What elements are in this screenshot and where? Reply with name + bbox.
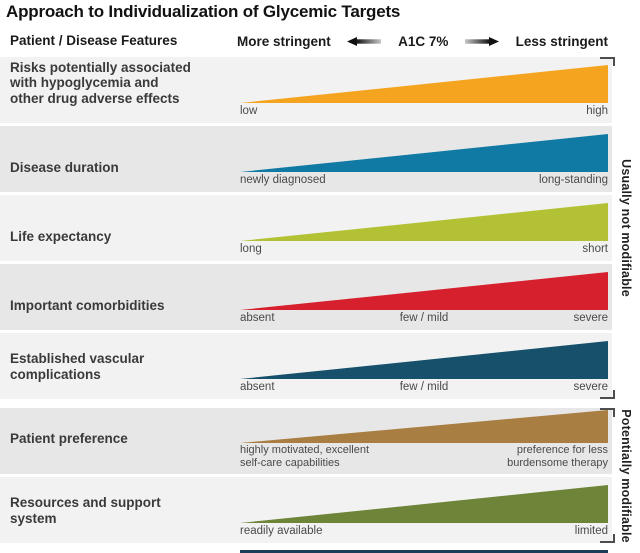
- scale-label-mid: few / mild: [399, 381, 449, 394]
- feature-row: Life expectancy long short: [0, 195, 612, 261]
- feature-label: Life expectancy: [10, 228, 112, 244]
- severity-triangle: [240, 410, 608, 443]
- severity-triangle: [240, 134, 608, 172]
- bracket-top-icon: [600, 57, 615, 66]
- scale-label-right: preference for less burdensome therapy: [507, 444, 608, 470]
- feature-row: Risks potentially associated with hypogl…: [0, 57, 612, 123]
- group-potentially-modifiable: Potentially modifiable: [600, 408, 640, 543]
- feature-label: Disease duration: [10, 159, 119, 175]
- feature-row: Disease duration newly diagnosed long-st…: [0, 126, 612, 192]
- arrow-right-icon: [465, 36, 500, 46]
- scale-labels: newly diagnosed long-standing: [240, 174, 608, 188]
- feature-row: Resources and support system readily ava…: [0, 477, 612, 543]
- more-stringent-label: More stringent: [237, 33, 331, 49]
- scale-label-mid: few / mild: [399, 312, 449, 325]
- scale-label-left: absent: [240, 381, 275, 394]
- bracket-top-icon: [600, 408, 615, 417]
- triangle-shape: [240, 485, 608, 523]
- scale-labels: low high: [240, 105, 608, 119]
- scale-label-left: newly diagnosed: [240, 174, 326, 187]
- scale-label-left: readily available: [240, 525, 323, 538]
- group-label: Potentially modifiable: [619, 408, 633, 543]
- scale-label-right: long-standing: [538, 174, 608, 187]
- scale-labels: highly motivated, excellent self-care ca…: [240, 444, 608, 470]
- scale-label-left: long: [240, 243, 262, 256]
- feature-label: Risks potentially associated with hypogl…: [10, 59, 191, 106]
- bracket-bottom-icon: [600, 390, 615, 399]
- a1c-target-label: A1C 7%: [398, 33, 449, 49]
- severity-triangle: [240, 203, 608, 241]
- rows-container: Risks potentially associated with hypogl…: [0, 57, 612, 543]
- scale-label-left: highly motivated, excellent self-care ca…: [240, 444, 370, 470]
- scale-labels: absent few / mild severe: [240, 381, 608, 395]
- features-column-header: Patient / Disease Features: [10, 33, 178, 48]
- feature-row: Patient preference highly motivated, exc…: [0, 408, 612, 474]
- scale-label-right: high: [586, 105, 608, 118]
- triangle-shape: [240, 272, 608, 310]
- bracket-bottom-icon: [600, 534, 615, 543]
- modifiability-rail: Usually not modifiable Potentially modif…: [600, 57, 640, 543]
- triangle-shape: [240, 134, 608, 172]
- triangle-shape: [240, 410, 608, 443]
- scale-labels: readily available limited: [240, 525, 608, 539]
- group-usually-not-modifiable: Usually not modifiable: [600, 57, 640, 399]
- a1c-scale-header: More stringent A1C 7%: [237, 29, 608, 53]
- severity-triangle: [240, 65, 608, 103]
- scale-labels: long short: [240, 243, 608, 257]
- feature-row: Established vascular complications absen…: [0, 333, 612, 399]
- feature-row: Important comorbidities absent few / mil…: [0, 264, 612, 330]
- feature-label: Established vascular complications: [10, 351, 145, 382]
- triangle-shape: [240, 65, 608, 103]
- severity-triangle: [240, 485, 608, 523]
- triangle-shape: [240, 341, 608, 379]
- scale-label-right: limited: [574, 525, 608, 538]
- feature-label: Resources and support system: [10, 495, 161, 526]
- severity-triangle: [240, 341, 608, 379]
- scale-label-left: absent: [240, 312, 275, 325]
- feature-label: Important comorbidities: [10, 297, 165, 313]
- header-row: Patient / Disease Features More stringen…: [0, 29, 640, 55]
- severity-triangle: [240, 272, 608, 310]
- less-stringent-label: Less stringent: [515, 33, 608, 49]
- page-title: Approach to Individualization of Glycemi…: [6, 2, 401, 21]
- feature-label: Patient preference: [10, 430, 128, 446]
- triangle-shape: [240, 203, 608, 241]
- scale-label-left: low: [240, 105, 258, 118]
- scale-label-right: short: [582, 243, 608, 256]
- group-label: Usually not modifiable: [619, 159, 633, 297]
- scale-label-right: severe: [573, 312, 608, 325]
- arrow-left-icon: [347, 36, 382, 46]
- bottom-crop-bar: [240, 550, 608, 553]
- scale-labels: absent few / mild severe: [240, 312, 608, 326]
- scale-label-right: severe: [573, 381, 608, 394]
